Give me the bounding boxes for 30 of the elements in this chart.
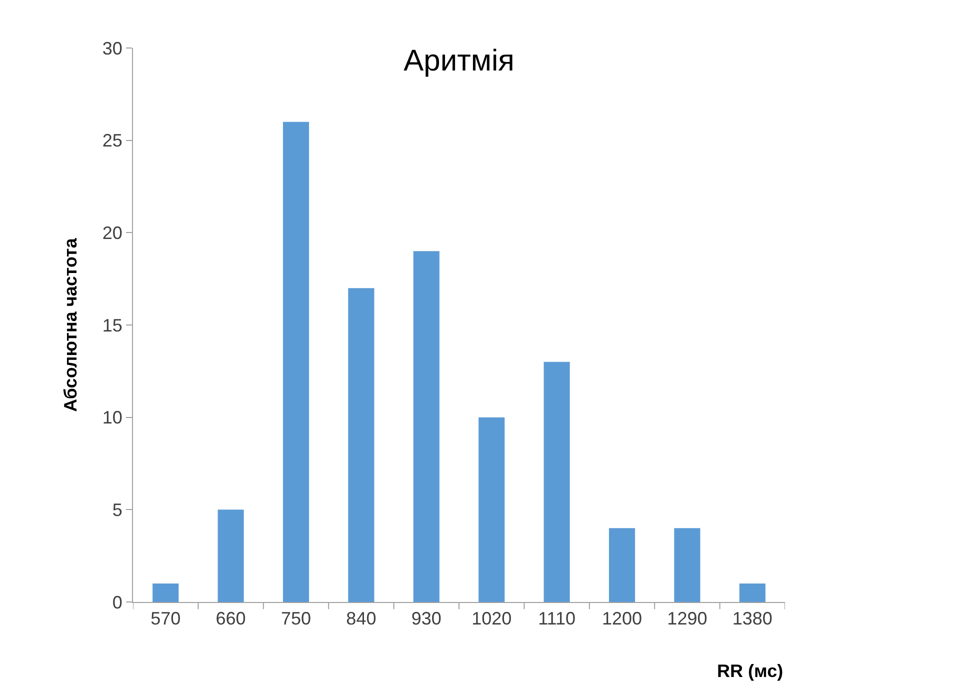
y-tick-label: 10 bbox=[102, 408, 122, 428]
y-tick-label: 30 bbox=[102, 38, 122, 58]
bar bbox=[674, 528, 700, 602]
x-tick-label: 1290 bbox=[667, 608, 708, 629]
x-tick-label: 660 bbox=[216, 608, 246, 629]
y-tick-label: 20 bbox=[102, 222, 122, 243]
x-tick-label: 750 bbox=[280, 608, 312, 629]
x-tick-label: 570 bbox=[150, 608, 181, 629]
x-tick-label: 1380 bbox=[732, 608, 772, 629]
bar bbox=[413, 251, 440, 602]
x-tick-label: 930 bbox=[411, 608, 442, 629]
y-tick-label: 5 bbox=[112, 500, 122, 520]
bar bbox=[478, 417, 505, 602]
chart-title: Аритмія bbox=[404, 44, 514, 78]
x-tick-label: 1020 bbox=[472, 608, 512, 629]
x-tick-label: 1110 bbox=[538, 608, 576, 629]
bar bbox=[152, 584, 179, 602]
y-axis-title: Абсолютна частота bbox=[60, 237, 81, 412]
bar bbox=[282, 122, 310, 602]
y-tick-label: 0 bbox=[112, 592, 122, 612]
bar bbox=[608, 528, 636, 602]
x-tick-label: 1200 bbox=[602, 608, 642, 629]
x-axis-title: RR (мс) bbox=[717, 661, 784, 681]
bar bbox=[218, 510, 244, 602]
y-tick-label: 15 bbox=[102, 315, 122, 336]
bar bbox=[348, 288, 374, 602]
bar bbox=[739, 584, 766, 602]
y-tick-label: 25 bbox=[102, 130, 122, 151]
x-tick-label: 840 bbox=[346, 608, 376, 629]
bar bbox=[544, 362, 570, 602]
